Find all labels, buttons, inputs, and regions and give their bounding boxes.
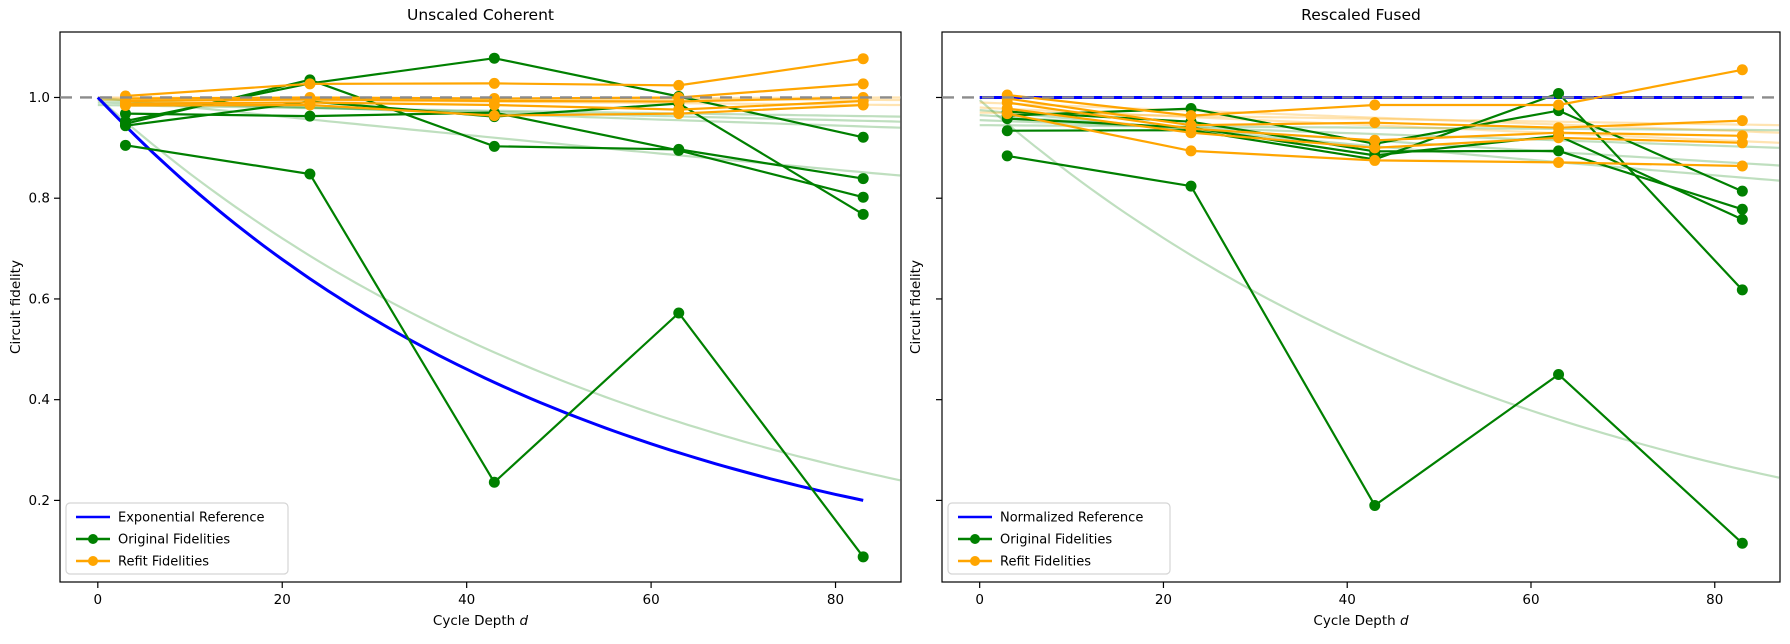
original-data-point xyxy=(857,131,869,143)
original-data-point xyxy=(304,110,316,122)
refit-data-point xyxy=(857,78,869,90)
panel-title: Rescaled Fused xyxy=(1301,6,1421,24)
refit-data-point xyxy=(488,110,500,122)
original-data-point xyxy=(1553,145,1565,157)
original-data-point xyxy=(1553,368,1565,380)
y-tick-label: 1.0 xyxy=(29,90,50,106)
original-data-point xyxy=(119,120,131,132)
original-data-point xyxy=(1553,87,1565,99)
legend-label: Normalized Reference xyxy=(1000,511,1143,526)
refit-data-point xyxy=(1553,156,1565,168)
original-data-point xyxy=(1001,125,1013,137)
legend-marker-sample xyxy=(970,534,980,544)
legend-box xyxy=(65,502,289,575)
refit-data-point xyxy=(1736,137,1748,149)
original-data-point xyxy=(1736,213,1748,225)
x-tick-label: 80 xyxy=(827,592,844,608)
y-axis-label: Circuit fidelity xyxy=(908,260,924,354)
refit-data-point xyxy=(1736,64,1748,76)
y-tick-label: 0.8 xyxy=(29,191,50,207)
x-tick-label: 20 xyxy=(1155,592,1172,608)
refit-data-point xyxy=(304,78,316,90)
original-data-point xyxy=(1736,284,1748,296)
legend-box xyxy=(947,502,1171,575)
refit-data-point xyxy=(1369,99,1381,111)
refit-data-point xyxy=(1185,145,1197,157)
original-data-point xyxy=(304,168,316,180)
y-axis-label: Circuit fidelity xyxy=(8,260,24,354)
panel-title: Unscaled Coherent xyxy=(407,6,554,24)
original-data-point xyxy=(1185,180,1197,192)
y-tick-label: 0.4 xyxy=(29,392,50,408)
refit-data-point xyxy=(119,100,131,112)
original-data-point xyxy=(119,139,131,151)
legend: Exponential Reference Original Fidelities… xyxy=(65,502,289,575)
x-tick-label: 0 xyxy=(975,592,984,608)
refit-data-point xyxy=(1553,132,1565,144)
refit-data-point xyxy=(1369,134,1381,146)
x-tick-label: 0 xyxy=(94,592,103,608)
refit-data-point xyxy=(1001,108,1013,120)
legend-marker-sample xyxy=(970,556,980,566)
refit-data-point xyxy=(857,99,869,111)
fit-curve-green xyxy=(97,96,901,482)
fit-curve-green xyxy=(978,99,1780,479)
axes-frame xyxy=(59,31,902,583)
refit-data-point xyxy=(1369,154,1381,166)
refit-data-point xyxy=(1736,115,1748,127)
refit-data-point xyxy=(1736,160,1748,172)
fit-curve-green xyxy=(979,124,1780,132)
original-data-point xyxy=(673,144,685,156)
refit-data-point xyxy=(673,96,685,108)
original-data-point xyxy=(488,52,500,64)
legend-label: Original Fidelities xyxy=(1000,533,1112,548)
x-axis-label: Cycle Depth d xyxy=(433,613,529,629)
x-tick-label: 20 xyxy=(274,592,291,608)
original-data-point xyxy=(673,307,685,319)
y-tick-label: 0.2 xyxy=(29,493,50,509)
refit-data-point xyxy=(1185,127,1197,139)
original-data-point xyxy=(1001,150,1013,162)
x-axis-label: Cycle Depth d xyxy=(1313,613,1409,629)
legend-label: Refit Fidelities xyxy=(1000,555,1091,570)
legend-label: Refit Fidelities xyxy=(118,555,209,570)
x-tick-label: 60 xyxy=(643,592,660,608)
original-data-point xyxy=(119,108,131,120)
original-data-point xyxy=(857,191,869,203)
original-data-point xyxy=(1736,185,1748,197)
original-data-point xyxy=(488,140,500,152)
x-tick-label: 40 xyxy=(458,592,475,608)
refit-data-point xyxy=(673,108,685,120)
refit-data-point xyxy=(304,99,316,111)
original-data-point xyxy=(857,173,869,185)
panel-rescaled-fused: 0 20 40 60 80 Normalized Reference Original Fi… xyxy=(908,6,1781,629)
original-data-point xyxy=(1736,203,1748,215)
original-data-point xyxy=(1369,499,1381,511)
panel-unscaled-coherent: 0 20 40 60 80 0.2 0.4 0.6 0.8 1.0 Exponential Refe… xyxy=(8,6,902,629)
original-data-point xyxy=(488,476,500,488)
original-data-point xyxy=(1736,537,1748,549)
reference-line xyxy=(96,96,864,502)
legend: Normalized Reference Original Fidelities R… xyxy=(947,502,1171,575)
refit-data-point xyxy=(1553,99,1565,111)
refit-data-point xyxy=(857,53,869,65)
original-data-point xyxy=(857,551,869,563)
refit-data-point xyxy=(488,99,500,111)
x-tick-label: 60 xyxy=(1522,592,1539,608)
legend-label: Original Fidelities xyxy=(118,533,230,548)
refit-data-point xyxy=(1185,110,1197,122)
refit-data-point xyxy=(488,77,500,89)
y-tick-label: 0.6 xyxy=(29,291,50,307)
refit-data-point xyxy=(673,79,685,91)
x-tick-label: 40 xyxy=(1339,592,1356,608)
legend-label: Exponential Reference xyxy=(118,511,264,526)
refit-data-point xyxy=(1369,142,1381,154)
x-tick-label: 80 xyxy=(1706,592,1723,608)
original-data-point xyxy=(857,208,869,220)
legend-marker-sample xyxy=(88,534,98,544)
legend-marker-sample xyxy=(88,556,98,566)
refit-data-point xyxy=(1369,117,1381,129)
